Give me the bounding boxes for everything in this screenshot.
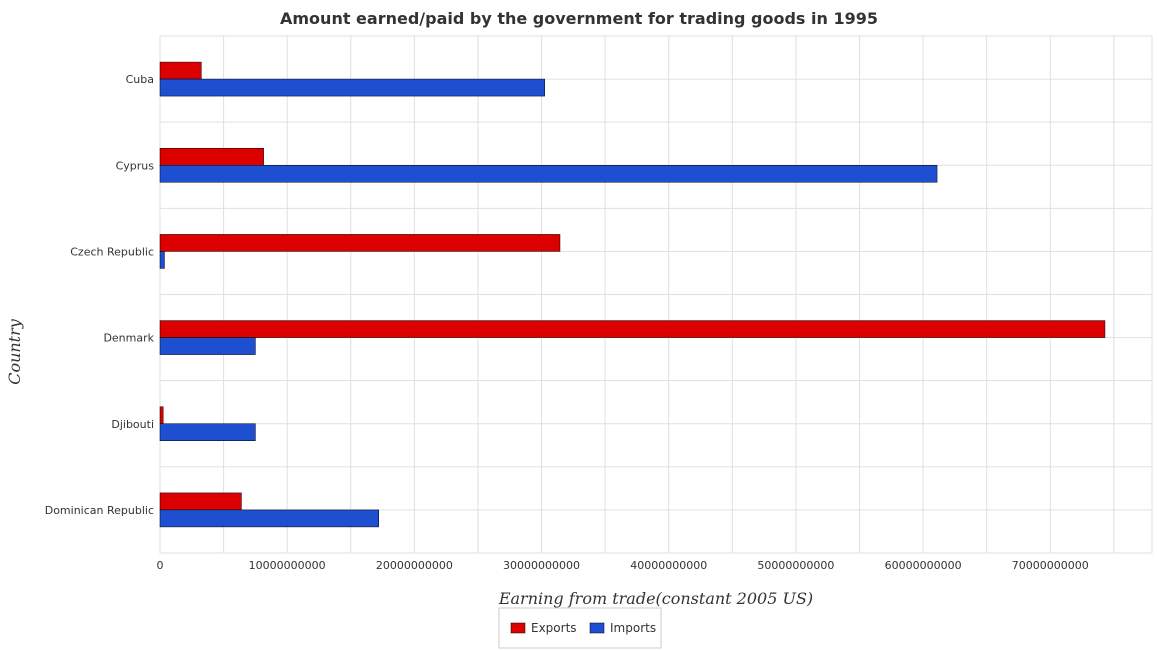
x-tick-label: 20000000000 [376, 559, 453, 572]
x-tick-label: 10000000000 [249, 559, 326, 572]
grid [159, 35, 1153, 554]
bar-exports-denmark [159, 320, 1106, 338]
bar-exports-djibouti [159, 406, 164, 424]
bar-exports-cuba [159, 61, 202, 80]
x-tick-label: 40000000000 [630, 559, 707, 572]
legend-label-imports: Imports [610, 621, 656, 635]
bar-exports-czech-republic [159, 234, 561, 252]
bar-exports-cyprus [159, 148, 264, 166]
y-axis-ticks: Cuba Cyprus Czech Republic Denmark Djibouti D… [45, 73, 155, 517]
plot-border [159, 35, 1153, 554]
legend-swatch-imports [589, 622, 605, 634]
y-tick-label: Dominican Republic [45, 504, 154, 517]
x-axis-ticks: 0 10000000000 20000000000 30000000000 400000… [157, 559, 1089, 572]
bar-imports-czech-republic [159, 251, 165, 269]
x-axis-label: Earning from trade(constant 2005 US) [498, 589, 813, 608]
bar-imports-cyprus [159, 165, 938, 183]
y-axis-label: Country [5, 318, 24, 385]
legend: Exports Imports [498, 607, 662, 649]
x-tick-label: 0 [157, 559, 164, 572]
bars [159, 61, 1106, 528]
y-tick-label: Cyprus [116, 159, 155, 172]
legend-box [498, 607, 662, 649]
legend-swatch-exports [510, 622, 526, 634]
legend-label-exports: Exports [531, 621, 577, 635]
bar-imports-djibouti [159, 423, 256, 441]
y-tick-label: Czech Republic [70, 245, 154, 258]
x-tick-label: 30000000000 [503, 559, 580, 572]
y-tick-label: Cuba [126, 73, 154, 86]
chart-title: Amount earned/paid by the government for… [280, 9, 878, 28]
bar-imports-cuba [159, 78, 545, 97]
x-tick-label: 50000000000 [757, 559, 834, 572]
bar-imports-dominican-republic [159, 509, 379, 528]
bar-imports-denmark [159, 337, 256, 355]
x-tick-label: 70000000000 [1012, 559, 1089, 572]
bar-exports-dominican-republic [159, 492, 242, 511]
y-tick-label: Djibouti [111, 418, 154, 431]
y-tick-label: Denmark [103, 332, 154, 345]
x-tick-label: 60000000000 [885, 559, 962, 572]
